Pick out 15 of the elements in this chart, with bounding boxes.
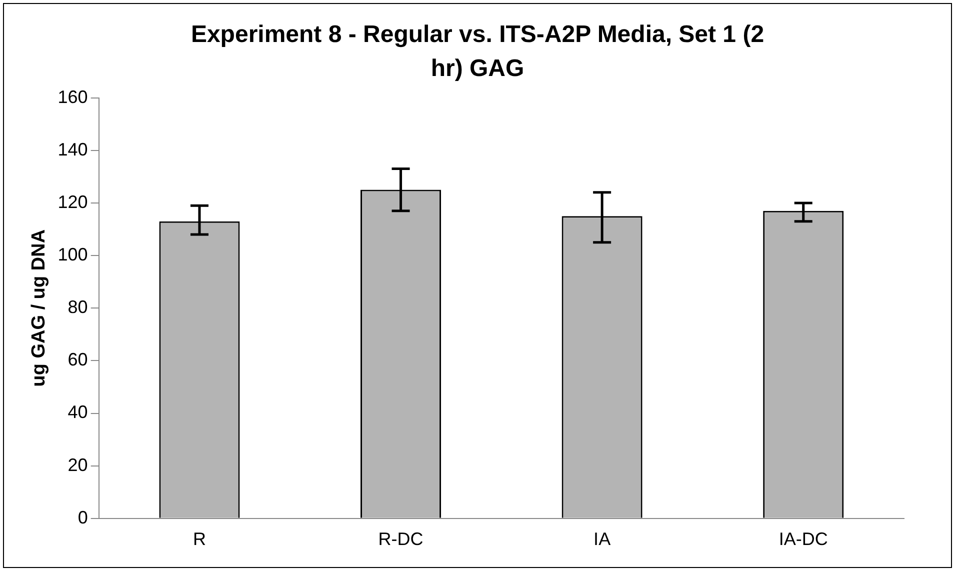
y-axis-title: ug GAG / ug DNA [28, 229, 50, 387]
y-tick-label: 0 [78, 507, 88, 528]
chart-title: Experiment 8 - Regular vs. ITS-A2P Media, Set 1 (2 hr) GAG [190, 20, 766, 84]
x-tick-label: R-DC [378, 529, 424, 550]
x-tick-label: IA-DC [778, 529, 828, 550]
x-tick-label: R [192, 529, 206, 550]
y-tick-label: 80 [68, 297, 88, 318]
y-tick-label: 120 [58, 192, 88, 212]
y-tick-label: 40 [68, 402, 88, 422]
y-tick-label: 140 [58, 139, 88, 160]
y-tick-label: 60 [68, 350, 88, 370]
x-tick-label: IA [594, 529, 611, 550]
y-tick-label: 100 [58, 244, 88, 264]
y-tick-label: 160 [58, 86, 88, 107]
y-tick-label: 20 [68, 454, 88, 475]
